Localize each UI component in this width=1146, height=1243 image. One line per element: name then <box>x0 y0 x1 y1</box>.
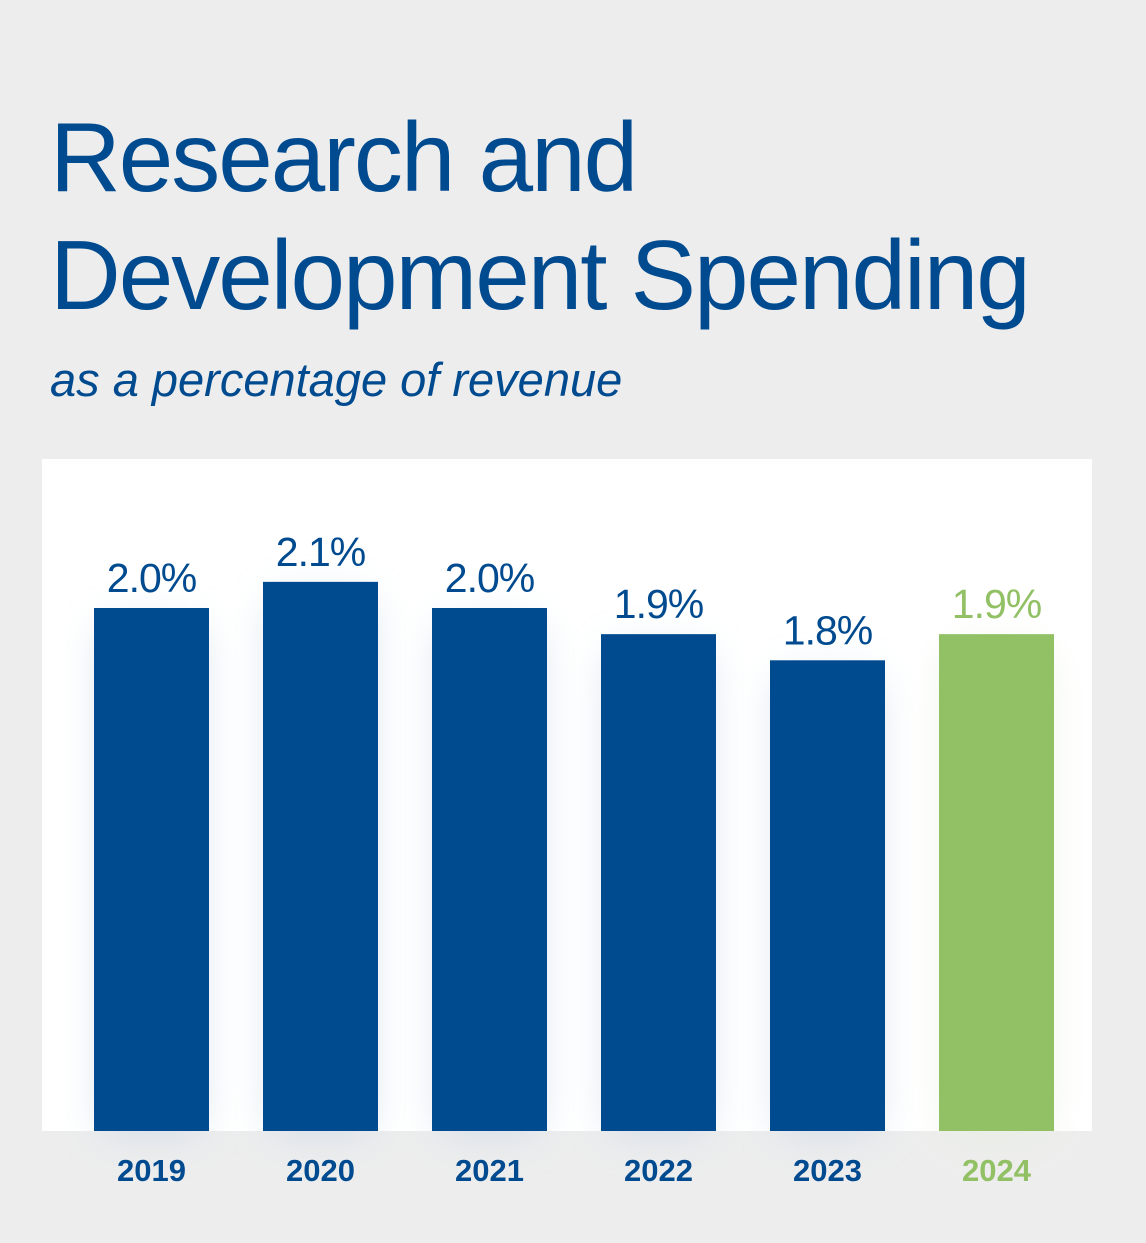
title-line-2: Development Spending <box>50 220 1031 330</box>
x-tick-label: 2022 <box>624 1153 693 1188</box>
data-label: 2.0% <box>445 555 534 601</box>
x-tick-label: 2023 <box>793 1153 862 1188</box>
data-label: 1.8% <box>783 607 872 653</box>
bar-2023 <box>770 660 885 1131</box>
chart-subtitle: as a percentage of revenue <box>50 353 623 406</box>
x-tick-label: 2020 <box>286 1153 355 1188</box>
x-tick-label: 2019 <box>117 1153 186 1188</box>
data-label: 1.9% <box>952 581 1041 627</box>
bar-2019 <box>94 608 209 1131</box>
data-label: 2.0% <box>107 555 196 601</box>
chart-panel <box>42 459 1092 1131</box>
bar-2020 <box>263 581 378 1131</box>
x-tick-label: 2024 <box>962 1153 1032 1188</box>
bar-2021 <box>432 608 547 1131</box>
chart-title: Research and Development Spending <box>50 98 1031 334</box>
bar-2024 <box>939 634 1054 1131</box>
x-tick-label: 2021 <box>455 1153 524 1188</box>
data-label: 1.9% <box>614 581 703 627</box>
data-label: 2.1% <box>276 529 365 575</box>
title-line-1: Research and <box>50 102 638 212</box>
bar-2022 <box>601 634 716 1131</box>
